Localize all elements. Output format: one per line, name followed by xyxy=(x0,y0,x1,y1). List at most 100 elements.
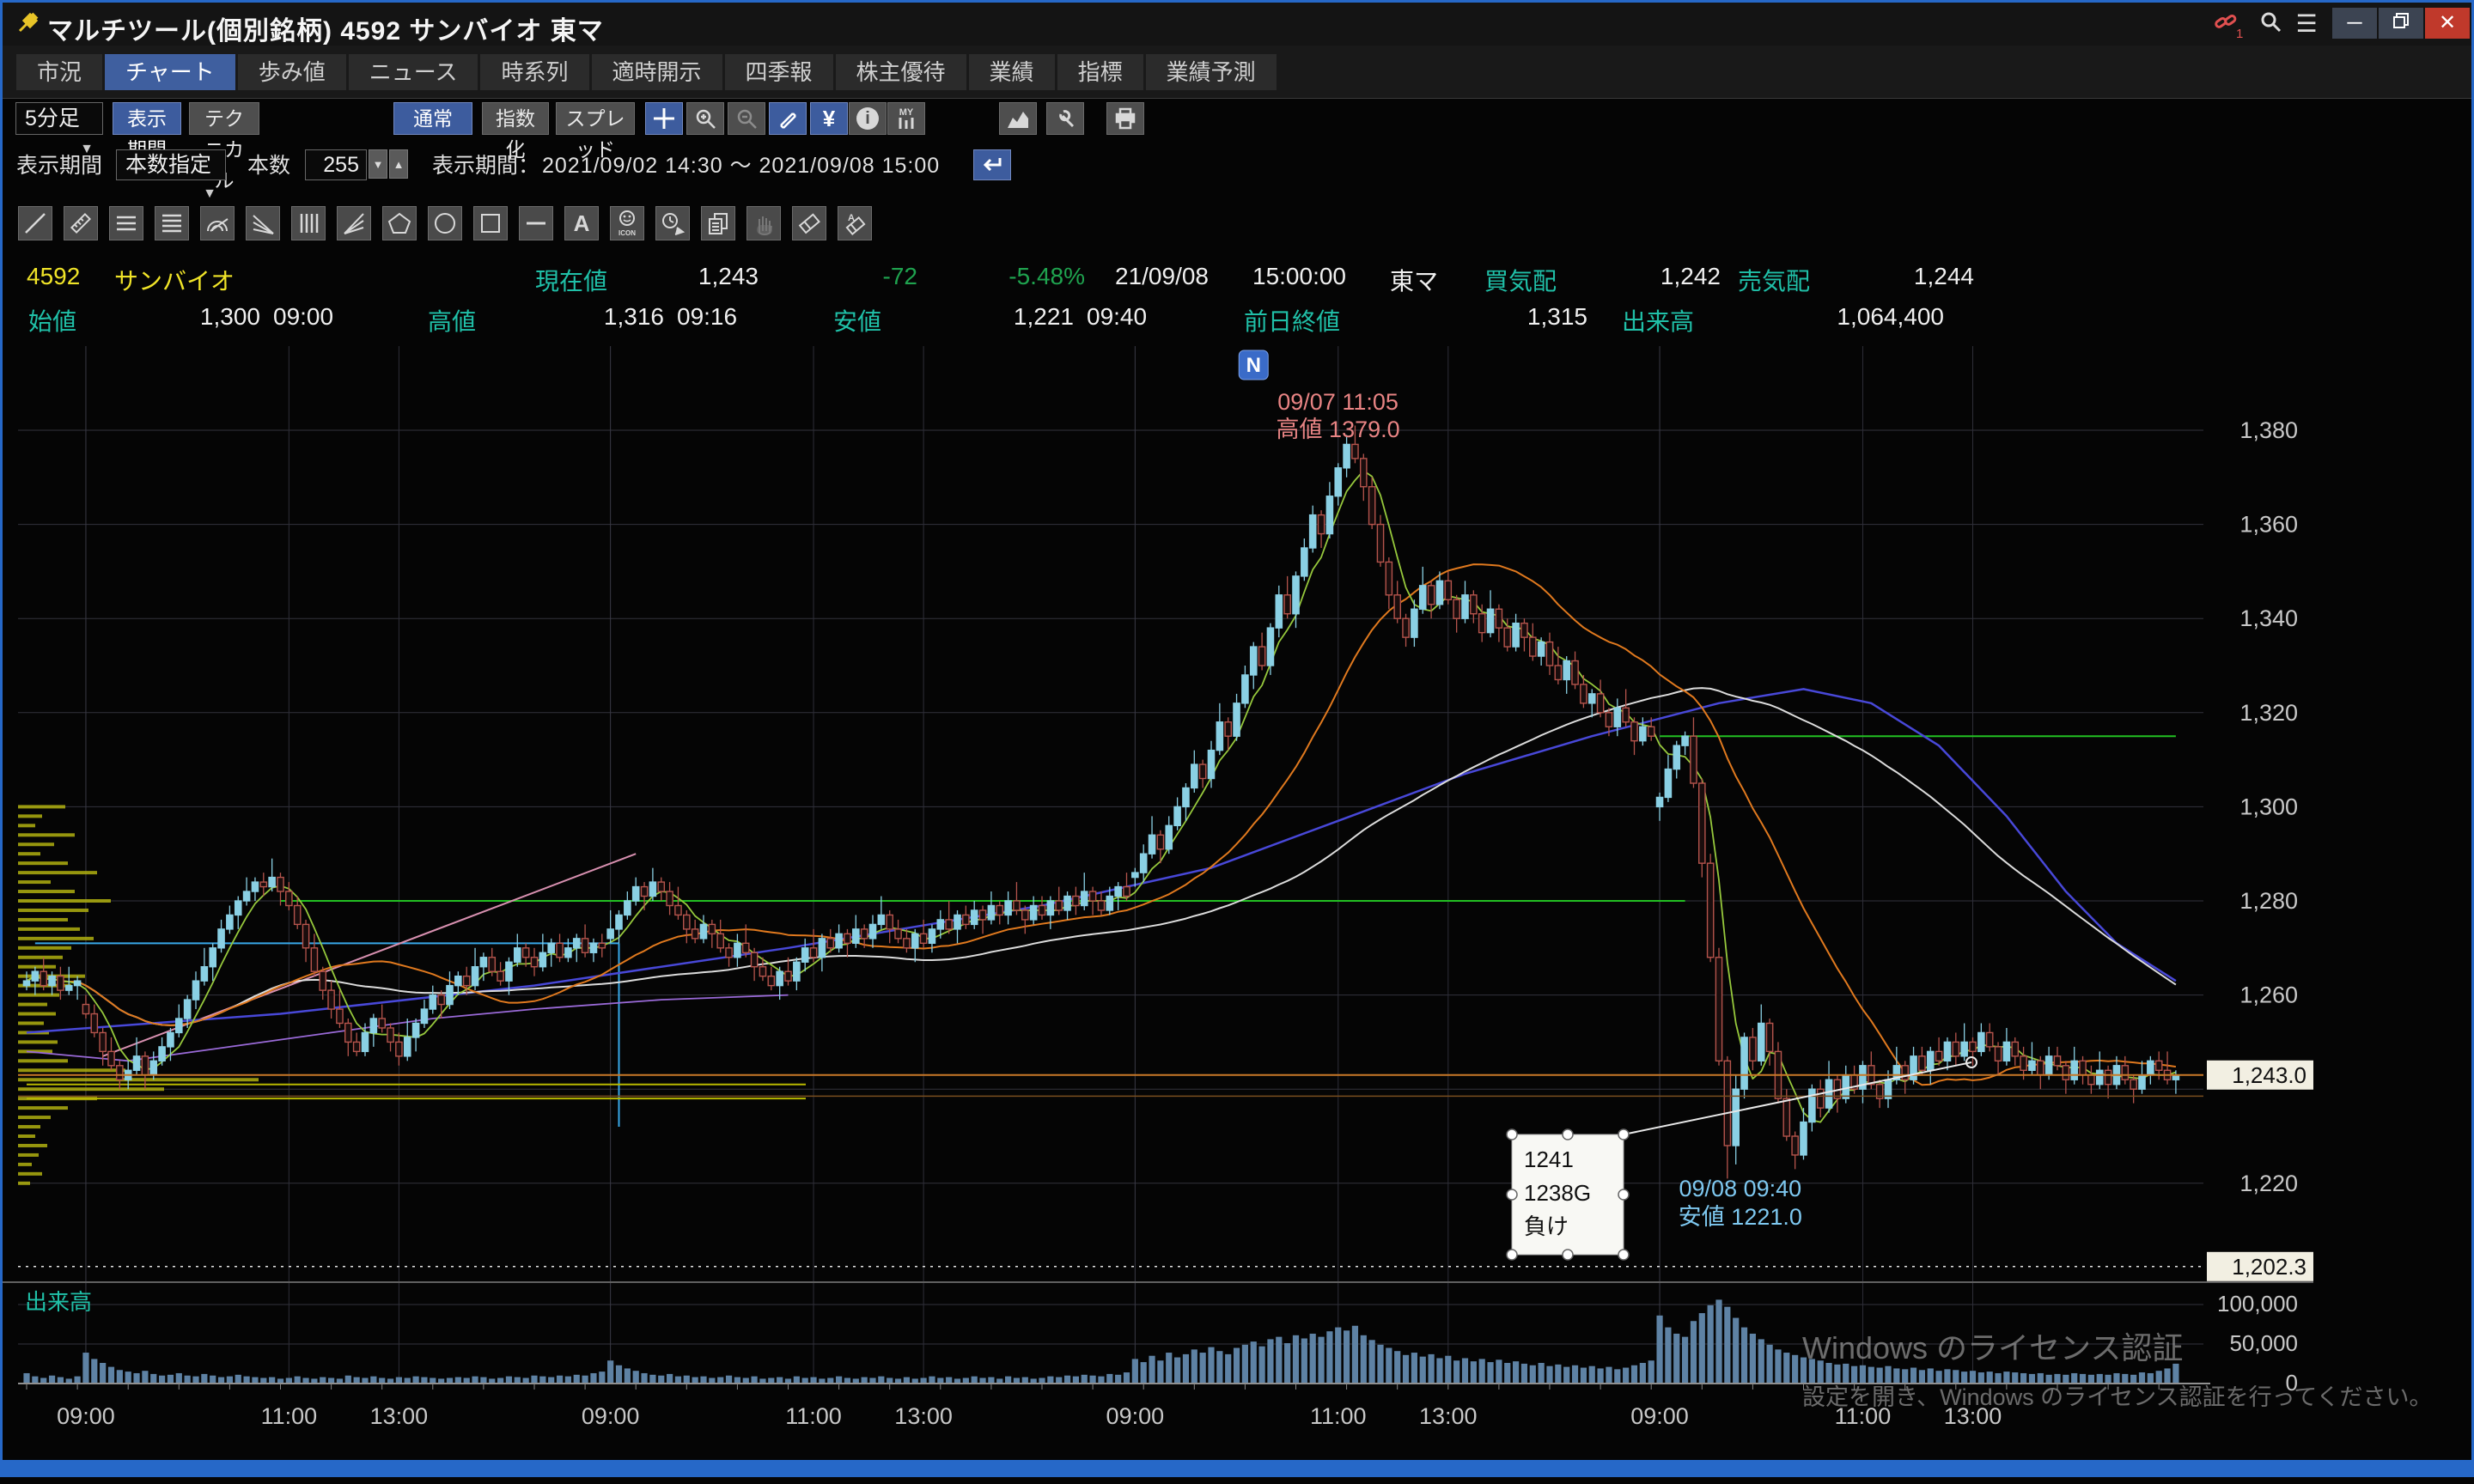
svg-text:1,260: 1,260 xyxy=(2239,982,2298,1008)
speed-lines-icon[interactable] xyxy=(337,206,371,240)
svg-text:11:00: 11:00 xyxy=(261,1403,318,1429)
vertical-lines-icon[interactable] xyxy=(291,206,326,240)
four-hlines-icon[interactable] xyxy=(155,206,189,240)
printer-icon[interactable] xyxy=(1106,102,1144,135)
crosshair-icon[interactable] xyxy=(645,102,683,135)
tab-チャート[interactable]: チャート xyxy=(105,54,235,90)
open-time: 09:00 xyxy=(273,303,334,330)
tab-市況[interactable]: 市況 xyxy=(16,54,103,90)
tab-ニュース[interactable]: ニュース xyxy=(348,54,478,90)
my-chart-icon[interactable]: MY xyxy=(887,102,925,135)
svg-text:1238G: 1238G xyxy=(1524,1180,1591,1206)
svg-text:1,220: 1,220 xyxy=(2239,1171,2298,1196)
eraser-all-icon[interactable]: A xyxy=(838,206,872,240)
count-mode-select[interactable]: 本数指定 ▼ xyxy=(116,149,226,201)
tab-指標[interactable]: 指標 xyxy=(1057,54,1143,90)
bar-count-input[interactable]: 255 xyxy=(305,149,367,180)
svg-text:負け: 負け xyxy=(1524,1213,1569,1239)
tab-時系列[interactable]: 時系列 xyxy=(480,54,589,90)
news-badge[interactable]: N xyxy=(1238,350,1269,380)
window-bottom-border xyxy=(3,1460,2471,1475)
svg-text:11:00: 11:00 xyxy=(785,1403,842,1429)
count-up-spinner[interactable]: ▲ xyxy=(389,149,408,179)
stock-name: サンバイオ xyxy=(114,268,235,295)
note-tooltip[interactable]: 1241 1238G 負け xyxy=(1506,1056,1977,1261)
high-label: 高値 xyxy=(428,308,477,335)
count-down-spinner[interactable]: ▼ xyxy=(369,149,387,179)
bid-label: 買気配 xyxy=(1484,268,1557,295)
text-icon[interactable]: A xyxy=(564,206,599,240)
low-time: 09:40 xyxy=(1087,303,1148,330)
svg-text:09:00: 09:00 xyxy=(582,1403,640,1429)
close-button[interactable]: ✕ xyxy=(2425,8,2470,39)
svg-text:09:00: 09:00 xyxy=(1106,1403,1165,1429)
range-value: 2021/09/02 14:30 ～ 2021/09/08 15:00 xyxy=(542,154,941,178)
menu-icon[interactable]: ☰ xyxy=(2295,10,2318,37)
drawn-objects[interactable] xyxy=(27,735,2176,1128)
zoom-in-icon[interactable] xyxy=(686,102,724,135)
period-label: 表示期間 xyxy=(16,154,103,178)
copy-icon[interactable] xyxy=(701,206,735,240)
count-mode-value: 本数指定 xyxy=(125,153,212,177)
display-period-button[interactable]: 表示期間 xyxy=(113,102,181,161)
ruler-icon[interactable] xyxy=(64,206,98,240)
ellipse-icon[interactable] xyxy=(428,206,462,240)
svg-text:09:00: 09:00 xyxy=(57,1403,115,1429)
svg-text:09:00: 09:00 xyxy=(1630,1403,1689,1429)
count-label: 本数 xyxy=(247,154,291,178)
tab-業績予測[interactable]: 業績予測 xyxy=(1145,54,1277,90)
ma-mid-line xyxy=(26,563,2177,1086)
svg-text:A: A xyxy=(574,210,590,236)
tab-歩み値[interactable]: 歩み値 xyxy=(237,54,346,90)
tab-適時開示[interactable]: 適時開示 xyxy=(591,54,722,90)
chevron-down-icon: ▼ xyxy=(203,186,216,201)
open-label: 始値 xyxy=(28,308,77,335)
last-price-label: 現在値 xyxy=(535,268,608,295)
technical-button[interactable]: テクニカル xyxy=(189,102,259,192)
wrench-icon[interactable] xyxy=(1046,102,1084,135)
horizontal-line-icon[interactable] xyxy=(519,206,553,240)
maximize-button[interactable] xyxy=(2379,8,2423,39)
svg-text:1,380: 1,380 xyxy=(2239,417,2298,443)
svg-text:ICON: ICON xyxy=(618,229,636,237)
rectangle-icon[interactable] xyxy=(473,206,508,240)
area-chart-icon[interactable] xyxy=(999,102,1037,135)
minimize-button[interactable]: ─ xyxy=(2332,8,2377,39)
tab-株主優待[interactable]: 株主優待 xyxy=(835,54,966,90)
pin-icon xyxy=(15,10,40,40)
hand-icon[interactable] xyxy=(746,206,781,240)
normal-mode-button[interactable]: 通常 xyxy=(393,102,472,135)
three-hlines-icon[interactable] xyxy=(109,206,143,240)
price-chart[interactable]: 1,380 1,360 1,340 1,320 1,300 1,280 1,260 1,220… xyxy=(3,3,2474,1480)
svg-text:0: 0 xyxy=(2286,1370,2298,1396)
reset-range-icon[interactable] xyxy=(973,149,1011,180)
interval-select[interactable]: 5分足 ▼ xyxy=(15,102,103,156)
svg-text:1241: 1241 xyxy=(1524,1146,1574,1172)
svg-text:安値 1221.0: 安値 1221.0 xyxy=(1679,1204,1802,1230)
time-cycle-icon[interactable] xyxy=(655,206,690,240)
spread-mode-button[interactable]: スプレッド xyxy=(556,102,635,161)
svg-text:1,340: 1,340 xyxy=(2239,605,2298,631)
eraser-icon[interactable] xyxy=(792,206,826,240)
fan-lines-icon[interactable] xyxy=(246,206,280,240)
search-icon[interactable] xyxy=(2253,9,2288,39)
icon-stamp-icon[interactable]: ICON xyxy=(610,206,644,240)
zoom-out-icon[interactable] xyxy=(728,102,765,135)
pentagon-icon[interactable] xyxy=(382,206,417,240)
yen-icon[interactable]: ¥ xyxy=(810,102,848,135)
chart-canvas[interactable]: 1,380 1,360 1,340 1,320 1,300 1,280 1,260 1,220… xyxy=(3,3,2474,1480)
tab-業績[interactable]: 業績 xyxy=(968,54,1055,90)
low-label: 安値 xyxy=(833,308,882,335)
info-icon[interactable]: i xyxy=(849,102,887,135)
svg-text:1,360: 1,360 xyxy=(2239,512,2298,538)
link-icon[interactable] xyxy=(2209,9,2243,39)
volume-value: 1,064,400 xyxy=(1837,303,1944,330)
pencil-icon[interactable] xyxy=(769,102,807,135)
trendline-icon[interactable] xyxy=(18,206,52,240)
indexed-mode-button[interactable]: 指数化 xyxy=(482,102,549,161)
svg-text:09/07 11:05: 09/07 11:05 xyxy=(1277,389,1398,415)
tab-四季報[interactable]: 四季報 xyxy=(724,54,833,90)
fib-arcs-icon[interactable] xyxy=(200,206,235,240)
window-title: マルチツール(個別銘柄) 4592 サンバイオ 東マ xyxy=(47,17,604,46)
